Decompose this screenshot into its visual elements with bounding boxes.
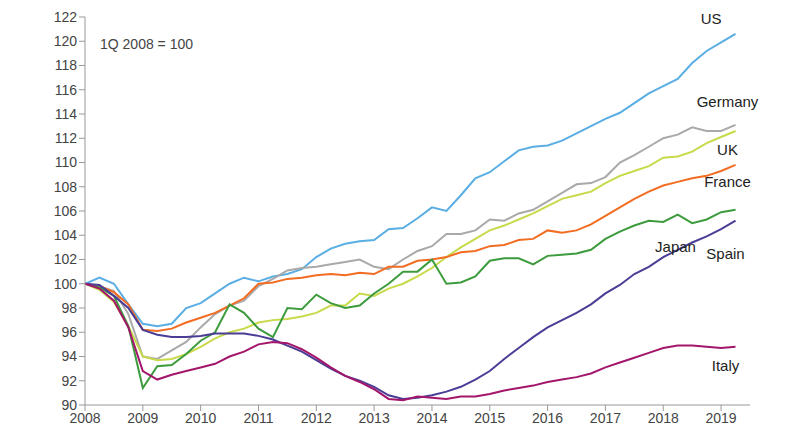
svg-text:114: 114	[55, 106, 78, 122]
svg-text:2018: 2018	[648, 410, 679, 426]
svg-text:2012: 2012	[301, 410, 332, 426]
svg-text:116: 116	[55, 82, 78, 98]
svg-text:2015: 2015	[474, 410, 505, 426]
svg-text:96: 96	[61, 324, 77, 340]
svg-text:106: 106	[54, 203, 78, 219]
svg-text:94: 94	[61, 348, 77, 364]
svg-text:108: 108	[54, 179, 78, 195]
svg-text:Germany: Germany	[697, 93, 759, 110]
svg-text:Italy: Italy	[712, 357, 740, 374]
svg-text:UK: UK	[717, 141, 738, 158]
svg-text:100: 100	[54, 276, 78, 292]
svg-text:2013: 2013	[359, 410, 390, 426]
svg-text:Spain: Spain	[706, 245, 744, 262]
svg-text:2008: 2008	[69, 409, 101, 426]
svg-text:90: 90	[61, 397, 77, 413]
svg-text:2010: 2010	[185, 410, 216, 426]
svg-text:92: 92	[61, 373, 77, 389]
svg-text:2009: 2009	[127, 410, 158, 426]
svg-text:118: 118	[55, 57, 78, 73]
svg-text:104: 104	[54, 227, 78, 243]
svg-text:120: 120	[54, 33, 78, 49]
html-text:1Q 2008 = 100: 1Q 2008 = 100	[100, 36, 193, 52]
svg-text:98: 98	[61, 300, 77, 316]
svg-text:2011: 2011	[243, 410, 273, 426]
svg-text:102: 102	[54, 251, 78, 267]
svg-text:110: 110	[55, 154, 78, 170]
svg-text:2014: 2014	[416, 410, 447, 426]
svg-text:2019: 2019	[706, 410, 737, 426]
svg-text:Japan: Japan	[655, 238, 696, 255]
svg-text:2016: 2016	[532, 410, 563, 426]
svg-text:France: France	[704, 173, 751, 190]
svg-text:US: US	[701, 10, 722, 27]
svg-text:2017: 2017	[590, 410, 621, 426]
svg-text:112: 112	[55, 130, 78, 146]
svg-text:122: 122	[54, 9, 78, 25]
